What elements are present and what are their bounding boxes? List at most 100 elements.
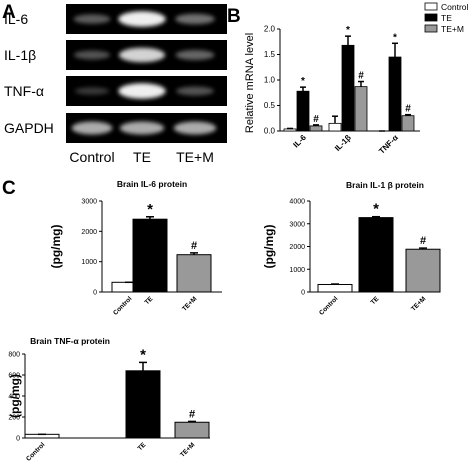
legend-label-control: Control (441, 2, 469, 12)
x-tick-label-tnf: TNF-α (377, 133, 400, 156)
legend-label-te: TE (441, 13, 452, 23)
legend-swatch-te-m (424, 24, 438, 33)
y-tick-label: 0.0 (264, 127, 276, 136)
gel-band (73, 14, 111, 24)
tnfa-protein-chart: Brain TNF-α protein 0 200 400 600 800 (pg/mg) C… (8, 336, 210, 463)
gel-band (118, 11, 166, 27)
bar-te-m-il-6 (309, 125, 323, 132)
y-tick-label: 200 (8, 415, 20, 422)
gel-band (175, 50, 215, 60)
il1b-protein-chart: Brain IL-1 β protein 0 1000 2000 3000 4000 (pg… (262, 180, 441, 317)
x-tick-label-control: Control (318, 295, 339, 316)
gel-row-label-il-6: IL-6 (4, 11, 28, 27)
bar-te (125, 370, 161, 439)
gel-lane-label-te-m: TE+M (176, 149, 214, 165)
gel-row-label-il-1: IL-1β (4, 47, 36, 63)
bar-te-m (405, 248, 441, 293)
bar-te-m-tnf (401, 115, 415, 132)
x-tick-label-te-m: TE+M (181, 295, 198, 312)
significance-mark: # (191, 240, 197, 252)
bar-te-il-6 (296, 90, 310, 132)
gel-row-label-gapdh: GAPDH (4, 120, 54, 136)
significance-mark: * (393, 32, 397, 43)
y-axis-title: (pg/mg) (49, 225, 63, 269)
y-tick-label: 3000 (289, 221, 305, 228)
y-tick-label: 4000 (289, 199, 305, 206)
y-tick-label: 600 (8, 373, 20, 380)
significance-mark: * (301, 76, 305, 87)
bar-te (358, 217, 394, 293)
chart-title: Brain IL-6 protein (117, 179, 187, 189)
gel-band (118, 47, 166, 63)
y-tick-label: 2000 (81, 229, 97, 236)
mrna-chart: 0.0 0.5 1.0 1.5 2.0 Relative mRNA level * # IL-6… (244, 2, 469, 156)
bar-te-m (176, 254, 212, 293)
x-tick-label-te-m: TE+M (410, 295, 427, 312)
bar-control-il-1 (328, 122, 342, 132)
y-tick-label: 1000 (81, 259, 97, 266)
significance-mark: * (147, 201, 153, 218)
y-tick-label: 0 (16, 436, 20, 443)
gel-band (71, 121, 113, 135)
y-tick-label: 2.0 (264, 25, 276, 34)
gel-band (119, 121, 165, 135)
chart-title: Brain IL-1 β protein (346, 180, 424, 190)
y-axis-title: (pg/mg) (262, 225, 276, 269)
significance-mark: * (373, 201, 379, 218)
chart-title: Brain TNF-α protein (30, 336, 110, 346)
gel-band (73, 50, 111, 60)
y-tick-label: 3000 (81, 199, 97, 206)
x-tick-label-control: Control (25, 441, 46, 462)
gel-lane-label-te: TE (133, 149, 151, 165)
significance-mark: # (420, 235, 426, 247)
significance-mark: # (189, 408, 195, 420)
significance-mark: # (358, 71, 364, 82)
legend-swatch-control (424, 2, 438, 11)
bar-te-tnf (388, 56, 402, 132)
y-tick-label: 800 (8, 352, 20, 359)
gel-band (175, 13, 215, 25)
y-tick-label: 0 (301, 290, 305, 297)
y-tick-label: 1.5 (264, 50, 276, 59)
bar-te-il-1 (341, 44, 355, 132)
x-tick-label-te-m: TE+M (179, 441, 196, 458)
x-tick-label-il-6: IL-6 (291, 133, 308, 150)
y-axis-title: Relative mRNA level (244, 33, 256, 133)
y-tick-label: 1000 (289, 267, 305, 274)
y-tick-label: 0 (93, 290, 97, 297)
significance-mark: # (313, 114, 319, 125)
bar-te-m-il-1 (354, 86, 368, 132)
gel-row-label-tnf: TNF-α (4, 83, 44, 99)
gel-band (74, 87, 110, 95)
legend-label-te-m: TE+M (441, 24, 464, 34)
western-blot-panel: IL-6 IL-1β TNF-α GAPDH Control TE TE+M (4, 4, 227, 165)
il6-protein-chart: Brain IL-6 protein 0 1000 2000 3000 (pg/mg) Co… (49, 179, 222, 317)
x-tick-label-il-1: IL-1β (333, 133, 353, 153)
x-tick-label-te: TE (144, 295, 155, 306)
gel-band (118, 83, 166, 99)
bar-te-m (174, 421, 210, 439)
panel-label-b: B (227, 6, 241, 27)
y-tick-label: 2000 (289, 244, 305, 251)
bar-te (132, 218, 168, 293)
gel-band (176, 86, 214, 96)
x-tick-label-te: TE (137, 441, 148, 452)
bar-control (317, 283, 353, 293)
gel-lane-label-control: Control (69, 149, 114, 165)
legend-swatch-te (424, 13, 438, 22)
gel-band (173, 121, 217, 135)
x-tick-label-control: Control (112, 295, 133, 316)
bar-control-il-6 (283, 128, 297, 132)
y-tick-label: 400 (8, 394, 20, 401)
significance-mark: * (140, 346, 146, 363)
significance-mark: * (346, 25, 350, 36)
significance-mark: # (405, 104, 411, 115)
x-tick-label-te: TE (370, 295, 381, 306)
panel-label-c: C (2, 178, 16, 199)
panel-label-a: A (2, 2, 16, 23)
y-axis-title: (pg/mg) (8, 374, 22, 418)
y-tick-label: 1.0 (264, 76, 276, 85)
y-tick-label: 0.5 (264, 101, 276, 110)
